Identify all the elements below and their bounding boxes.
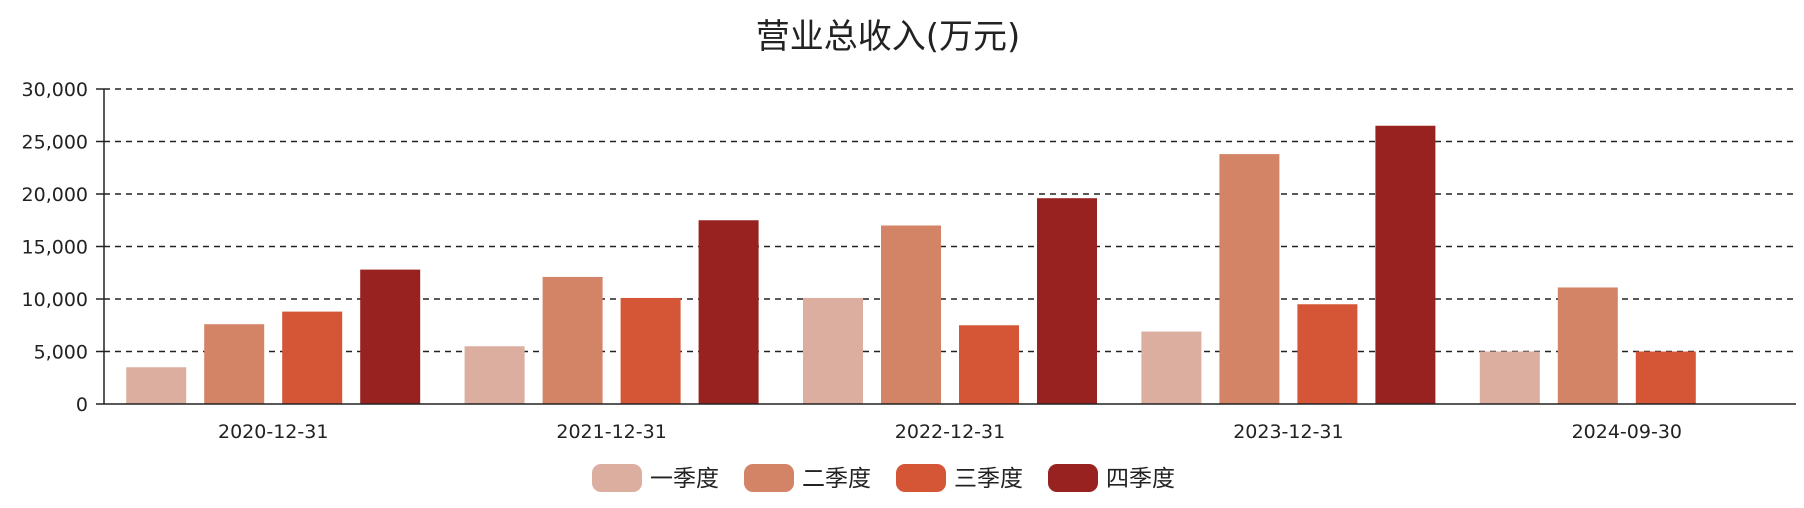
- chart-title: 营业总收入(万元): [756, 17, 1021, 57]
- bar[interactable]: [282, 311, 343, 404]
- bar[interactable]: [1479, 351, 1540, 405]
- bar[interactable]: [698, 220, 759, 404]
- bar[interactable]: [1557, 287, 1618, 404]
- y-tick-label: 30,000: [22, 79, 88, 101]
- bar[interactable]: [881, 225, 941, 405]
- bar[interactable]: [1375, 125, 1436, 404]
- legend-item[interactable]: 三季度: [896, 464, 1023, 492]
- bar[interactable]: [959, 325, 1019, 404]
- y-tick-label: 0: [76, 394, 88, 416]
- bar[interactable]: [1037, 198, 1097, 404]
- x-tick-label: 2020-12-31: [218, 421, 328, 443]
- bar[interactable]: [1141, 331, 1202, 404]
- legend[interactable]: 一季度 二季度 三季度 四季度: [592, 464, 1175, 492]
- bar[interactable]: [803, 297, 863, 404]
- bar[interactable]: [1219, 154, 1280, 404]
- gridlines: [104, 88, 1796, 353]
- y-axis-ticks: 0 5,000 10,000 15,000 20,000 25,000 30,000: [22, 79, 104, 416]
- bar[interactable]: [542, 276, 603, 404]
- bar[interactable]: [126, 367, 187, 404]
- legend-swatch: [1048, 464, 1098, 492]
- bars: [126, 125, 1696, 405]
- x-tick-label: 2024-09-30: [1572, 421, 1682, 443]
- bar[interactable]: [1635, 351, 1696, 405]
- x-tick-label: 2021-12-31: [556, 421, 666, 443]
- legend-swatch: [592, 464, 642, 492]
- x-axis-ticks: 2020-12-31 2021-12-31 2022-12-31 2023-12-31…: [218, 421, 1682, 443]
- x-tick-label: 2023-12-31: [1233, 421, 1343, 443]
- y-tick-label: 20,000: [22, 184, 88, 206]
- bar[interactable]: [360, 269, 421, 404]
- bar[interactable]: [620, 297, 681, 404]
- legend-label: 一季度: [650, 466, 719, 492]
- legend-item[interactable]: 一季度: [592, 464, 719, 492]
- bar[interactable]: [204, 324, 265, 404]
- y-tick-label: 25,000: [22, 132, 88, 154]
- y-tick-label: 10,000: [22, 289, 88, 311]
- legend-item[interactable]: 四季度: [1048, 464, 1175, 492]
- y-tick-label: 15,000: [22, 237, 88, 259]
- bar[interactable]: [1297, 304, 1358, 404]
- axes: [103, 89, 1796, 405]
- legend-item[interactable]: 二季度: [744, 464, 871, 492]
- legend-label: 三季度: [954, 466, 1023, 492]
- legend-label: 四季度: [1106, 466, 1175, 492]
- bar[interactable]: [464, 346, 525, 404]
- legend-label: 二季度: [802, 466, 871, 492]
- legend-swatch: [896, 464, 946, 492]
- y-tick-label: 5,000: [34, 342, 88, 364]
- legend-swatch: [744, 464, 794, 492]
- x-tick-label: 2022-12-31: [895, 421, 1005, 443]
